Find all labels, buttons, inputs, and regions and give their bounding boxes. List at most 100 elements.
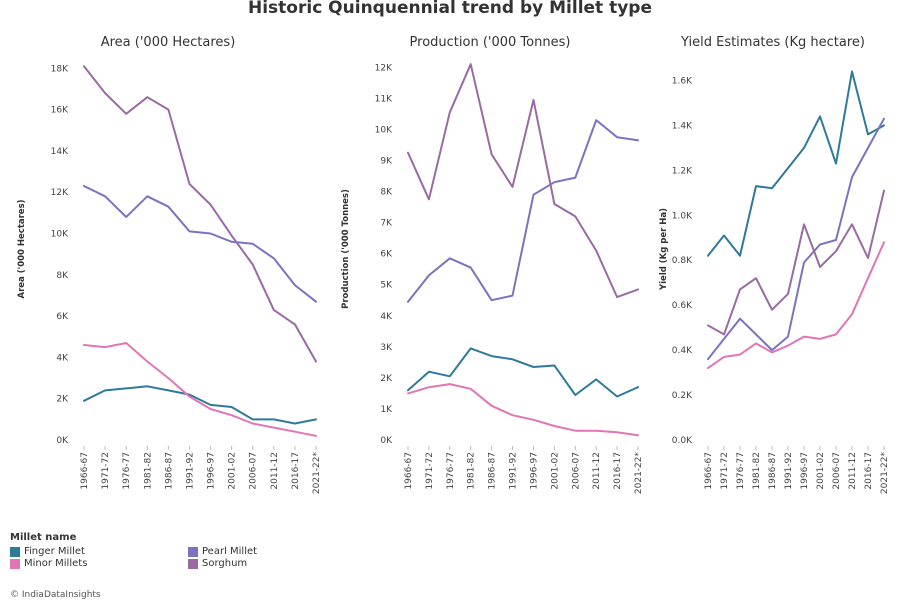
x-tick-label: 2001-02 (228, 452, 238, 490)
x-tick-label: 1986-87 (164, 452, 174, 490)
y-tick-label: 1.2K (672, 166, 693, 176)
y-tick-label: 0K (380, 436, 393, 446)
legend-label: Minor Millets (24, 558, 88, 569)
x-tick-label: 2006-07 (571, 452, 581, 490)
legend-label: Pearl Millet (202, 546, 258, 557)
y-tick-label: 0.2K (672, 391, 693, 401)
x-tick-label: 2016-17 (613, 452, 623, 490)
y-tick-label: 12K (375, 63, 393, 73)
x-tick-label: 1976-77 (446, 452, 456, 490)
y-tick-label: 0.4K (672, 346, 693, 356)
y-tick-label: 18K (51, 64, 69, 74)
y-tick-label: 0K (56, 436, 69, 446)
y-tick-label: 1K (380, 405, 393, 415)
legend-item-pearl-millet[interactable]: Pearl Millet (188, 546, 308, 557)
x-tick-label: 1981-82 (752, 452, 762, 490)
series-line-minor-millets (83, 342, 317, 437)
series-line-sorghum (407, 63, 639, 299)
y-tick-label: 10K (375, 125, 393, 135)
series-line-pearl-millet (707, 117, 885, 361)
y-axis-label: Yield (Kg per Ha) (659, 208, 669, 291)
x-tick-label: 2011-12 (848, 452, 858, 490)
y-tick-label: 5K (380, 281, 393, 291)
y-tick-label: 0.0K (672, 436, 693, 446)
x-tick-label: 2011-12 (270, 452, 280, 490)
x-tick-label: 2016-17 (291, 452, 301, 490)
x-tick-label: 1981-82 (467, 452, 477, 490)
y-tick-label: 10K (51, 230, 69, 240)
legend-label: Finger Millet (24, 546, 85, 557)
legend-swatch (10, 558, 20, 569)
x-tick-label: 1971-72 (720, 452, 730, 490)
series-line-finger-millet (407, 347, 639, 398)
x-tick-label: 1986-87 (488, 452, 498, 490)
y-tick-label: 6K (380, 250, 393, 260)
series-line-finger-millet (83, 385, 317, 425)
series-line-sorghum (83, 65, 317, 363)
y-tick-label: 6K (56, 312, 69, 322)
y-tick-label: 9K (380, 156, 393, 166)
y-tick-label: 8K (380, 188, 393, 198)
y-tick-label: 14K (51, 147, 69, 157)
y-tick-label: 0.6K (672, 301, 693, 311)
credit-text: © IndiaDataInsights (10, 590, 101, 600)
y-tick-label: 8K (56, 271, 69, 281)
panel-title: Area ('000 Hectares) (101, 35, 236, 50)
y-tick-label: 4K (56, 353, 69, 363)
y-tick-label: 0.8K (672, 256, 693, 266)
x-tick-label: 1966-67 (404, 452, 414, 490)
legend-title: Millet name (10, 532, 77, 543)
y-tick-label: 4K (380, 312, 393, 322)
y-tick-label: 16K (51, 106, 69, 116)
x-tick-label: 1991-92 (784, 452, 794, 490)
y-tick-label: 7K (380, 219, 393, 229)
x-tick-label: 1976-77 (122, 452, 132, 490)
x-tick-label: 2011-12 (592, 452, 602, 490)
y-axis-label: Production ('000 Tonnes) (341, 189, 351, 309)
x-tick-label: 1991-92 (185, 452, 195, 490)
series-line-sorghum (707, 189, 885, 336)
x-tick-label: 2001-02 (550, 452, 560, 490)
x-tick-label: 1996-97 (529, 452, 539, 490)
x-tick-label: 1966-67 (80, 452, 90, 490)
x-tick-label: 2016-17 (864, 452, 874, 490)
y-tick-label: 12K (51, 188, 69, 198)
x-tick-label: 1966-67 (704, 452, 714, 490)
x-tick-label: 1986-87 (768, 452, 778, 490)
y-tick-label: 11K (375, 94, 393, 104)
x-tick-label: 2021-22* (634, 452, 644, 495)
panel-title: Yield Estimates (Kg hectare) (680, 35, 865, 50)
y-tick-label: 2K (56, 395, 69, 405)
legend-item-minor-millets[interactable]: Minor Millets (10, 558, 188, 569)
x-tick-label: 2021-22* (880, 452, 890, 495)
x-tick-label: 2001-02 (816, 452, 826, 490)
series-line-minor-millets (407, 383, 639, 437)
x-tick-label: 2006-07 (249, 452, 259, 490)
series-line-pearl-millet (407, 119, 639, 303)
y-tick-label: 1.0K (672, 211, 693, 221)
y-tick-label: 1.6K (672, 76, 693, 86)
x-tick-label: 1981-82 (143, 452, 153, 490)
x-tick-label: 1996-97 (207, 452, 217, 490)
series-line-finger-millet (707, 70, 885, 257)
y-tick-label: 2K (380, 374, 393, 384)
y-tick-label: 3K (380, 343, 393, 353)
x-tick-label: 1996-97 (800, 452, 810, 490)
legend-swatch (10, 546, 20, 557)
legend-label: Sorghum (202, 558, 248, 569)
legend-swatch (188, 546, 198, 557)
legend-swatch (188, 558, 198, 569)
y-tick-label: 1.4K (672, 121, 693, 131)
y-axis-label: Area ('000 Hectares) (17, 199, 27, 298)
x-tick-label: 2021-22* (312, 452, 322, 495)
x-tick-label: 1976-77 (736, 452, 746, 490)
legend-item-finger-millet[interactable]: Finger Millet (10, 546, 188, 557)
chart-title: Historic Quinquennial trend by Millet ty… (248, 0, 652, 18)
series-line-pearl-millet (83, 185, 317, 303)
x-tick-label: 1971-72 (101, 452, 111, 490)
series-line-minor-millets (707, 241, 885, 370)
legend-item-sorghum[interactable]: Sorghum (188, 558, 308, 569)
x-tick-label: 1991-92 (509, 452, 519, 490)
x-tick-label: 2006-07 (832, 452, 842, 490)
